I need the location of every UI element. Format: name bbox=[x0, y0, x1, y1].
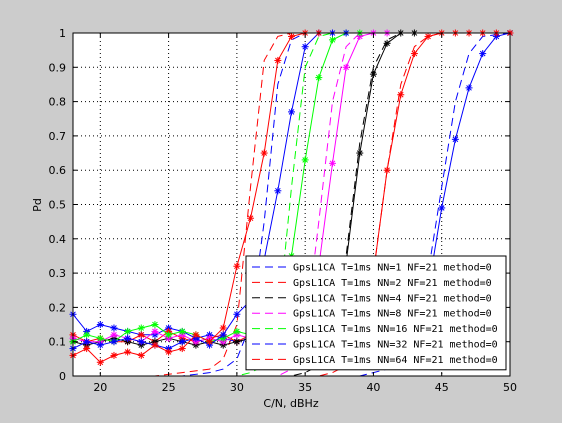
x-axis-label: C/N, dBHz bbox=[263, 397, 318, 410]
series-point bbox=[288, 108, 295, 116]
series-point bbox=[165, 348, 173, 356]
legend-entry: GpsL1CA T=1ms NN=2 NF=21 method=0 bbox=[293, 278, 492, 289]
series-point bbox=[219, 331, 227, 339]
series-point bbox=[137, 324, 145, 332]
series-point bbox=[192, 331, 200, 339]
series-point bbox=[288, 32, 295, 40]
series-point bbox=[110, 351, 118, 359]
series-point bbox=[328, 36, 336, 44]
series-point bbox=[274, 187, 282, 195]
series-point bbox=[233, 327, 241, 335]
y-tick-label: 0.7 bbox=[49, 130, 67, 143]
series-point bbox=[397, 91, 405, 99]
y-tick-label: 0.6 bbox=[49, 164, 67, 177]
series-point bbox=[96, 341, 104, 349]
series-point bbox=[83, 345, 91, 353]
y-axis-label: Pd bbox=[31, 198, 44, 212]
x-tick-label: 40 bbox=[366, 381, 380, 394]
series-point bbox=[110, 331, 118, 339]
legend-box bbox=[245, 255, 507, 371]
series-point bbox=[137, 338, 145, 346]
series-point bbox=[151, 341, 159, 349]
series-point bbox=[233, 262, 241, 270]
series-point bbox=[96, 334, 104, 342]
x-tick-label: 45 bbox=[435, 381, 449, 394]
series-point bbox=[438, 204, 446, 212]
series-point bbox=[165, 331, 173, 339]
series-point bbox=[383, 39, 391, 47]
y-tick-label: 0.4 bbox=[49, 233, 67, 246]
series-line bbox=[72, 32, 510, 350]
y-tick-label: 0.9 bbox=[49, 61, 67, 74]
legend-entry: GpsL1CA T=1ms NN=1 NF=21 method=0 bbox=[293, 263, 492, 274]
series-point bbox=[247, 214, 255, 222]
axis-ticks: 20 25 30 35 40 45 50 0 0.1 0.2 0.3 0.4 0.5 0.6 0.7 0.8 0… bbox=[49, 27, 518, 394]
series-point bbox=[83, 338, 91, 346]
series-point bbox=[206, 338, 214, 346]
series-point bbox=[356, 149, 364, 157]
series-point bbox=[151, 321, 159, 329]
series-point bbox=[219, 324, 227, 332]
y-tick-label: 0.2 bbox=[49, 301, 67, 314]
series-point bbox=[301, 156, 309, 164]
series-point bbox=[124, 327, 132, 335]
y-tick-label: 0.8 bbox=[49, 96, 67, 109]
series-point bbox=[424, 32, 432, 40]
y-tick-label: 1 bbox=[59, 27, 66, 40]
series-point bbox=[110, 324, 118, 332]
series-point bbox=[342, 63, 350, 71]
series-point bbox=[301, 43, 309, 51]
series-point bbox=[178, 327, 186, 335]
legend-entry: GpsL1CA T=1ms NN=4 NF=21 method=0 bbox=[293, 293, 492, 304]
series-line bbox=[73, 32, 510, 377]
series-point bbox=[124, 348, 132, 356]
series-point bbox=[233, 338, 241, 346]
legend: GpsL1CA T=1ms NN=1 NF=21 method=0 GpsL1CA… bbox=[245, 255, 507, 371]
legend-entry: GpsL1CA T=1ms NN=8 NF=21 method=0 bbox=[293, 309, 492, 320]
series-point bbox=[410, 50, 418, 58]
series-point bbox=[260, 149, 268, 157]
series-point bbox=[178, 345, 186, 353]
series-point bbox=[124, 334, 132, 342]
series-point bbox=[96, 321, 104, 329]
series-point bbox=[274, 56, 282, 64]
legend-entry: GpsL1CA T=1ms NN=64 NF=21 method=0 bbox=[293, 355, 498, 366]
y-tick-label: 0.1 bbox=[49, 336, 67, 349]
legend-entry: GpsL1CA T=1ms NN=32 NF=21 method=0 bbox=[293, 340, 498, 351]
x-tick-label: 35 bbox=[298, 381, 312, 394]
series-point bbox=[110, 338, 118, 346]
series-point bbox=[96, 358, 104, 366]
series-point bbox=[315, 74, 323, 82]
series-point bbox=[137, 331, 145, 339]
y-tick-label: 0.5 bbox=[49, 199, 67, 212]
x-tick-label: 50 bbox=[503, 381, 517, 394]
y-tick-label: 0 bbox=[59, 370, 66, 383]
series-point bbox=[178, 338, 186, 346]
series-point bbox=[151, 327, 159, 335]
x-tick-label: 20 bbox=[93, 381, 107, 394]
series-line bbox=[72, 32, 510, 363]
x-tick-label: 30 bbox=[230, 381, 244, 394]
y-tick-label: 0.3 bbox=[49, 267, 67, 280]
series-point bbox=[369, 70, 377, 78]
series-point bbox=[465, 84, 473, 92]
series-point bbox=[479, 50, 487, 58]
x-tick-label: 25 bbox=[162, 381, 176, 394]
series-point bbox=[451, 135, 459, 143]
series-point bbox=[137, 351, 145, 359]
series-point bbox=[233, 310, 241, 318]
series-point bbox=[83, 331, 91, 339]
series-point bbox=[328, 159, 336, 167]
legend-entry: GpsL1CA T=1ms NN=16 NF=21 method=0 bbox=[293, 324, 498, 335]
series-point bbox=[383, 166, 391, 174]
